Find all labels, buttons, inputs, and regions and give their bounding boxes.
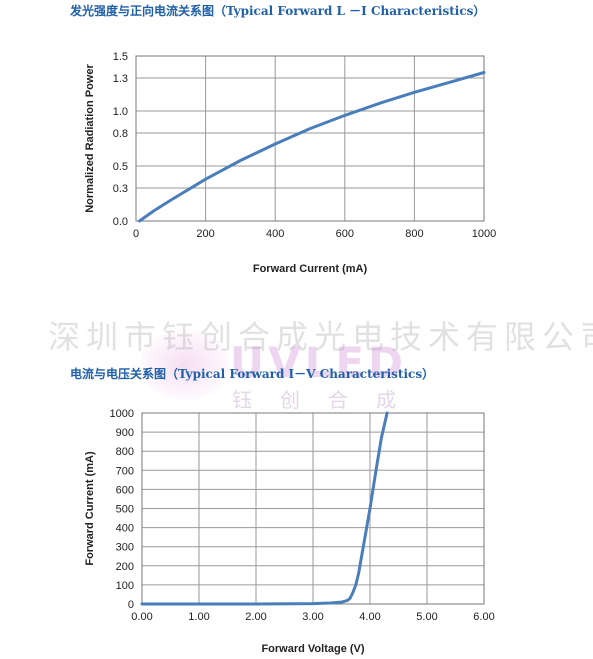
chart-2-ytick-label: 700 — [116, 465, 134, 477]
chart-1-xtick-label: 200 — [196, 228, 214, 240]
chart-2-series-line — [140, 411, 389, 606]
watermark-logo: UVLED — [230, 338, 407, 387]
chart-1-xtick-label: 0 — [133, 228, 139, 240]
chart-2-ytick-label: 0 — [128, 599, 134, 611]
chart-1-ytick-label: 1.5 — [113, 51, 128, 63]
chart-1-ytick-label: 0.5 — [113, 161, 128, 173]
chart-2-xtick-label: 5.00 — [416, 611, 437, 623]
chart-2-xtick-label: 2.00 — [245, 611, 266, 623]
chart-1-xlabel: Forward Current (mA) — [253, 263, 368, 275]
chart-2-xtick-label: 3.00 — [302, 611, 323, 623]
chart-2-ylabel: Forward Current (mA) — [84, 451, 96, 566]
chart-1-xtick-label: 400 — [266, 228, 284, 240]
chart-1-xtick-label: 1000 — [472, 228, 496, 240]
chart-1-ytick-label: 0.3 — [113, 183, 128, 195]
chart-2-ytick-label: 900 — [116, 427, 134, 439]
chart-2-ytick-label: 100 — [116, 580, 134, 592]
chart-2-xlabel: Forward Voltage (V) — [261, 643, 364, 655]
watermark-company: 深圳市钰创合成光电技术有限公司 — [48, 318, 593, 356]
chart-1-ylabel: Normalized Radiation Power — [84, 64, 96, 213]
chart-1-plot-frame — [135, 55, 485, 222]
chart-2-ytick-label: 800 — [116, 446, 134, 458]
chart-2-ytick-label: 200 — [116, 561, 134, 573]
chart-1-xtick-label: 600 — [336, 228, 354, 240]
chart-2-ytick-label: 400 — [116, 523, 134, 535]
chart-1-ytick-label: 1.3 — [113, 73, 128, 85]
chart-2-ytick-label: 300 — [116, 542, 134, 554]
chart-1-ytick-label: 0.8 — [113, 128, 128, 140]
watermark-flower-logo — [140, 330, 230, 400]
chart-2-xtick-label: 1.00 — [188, 611, 209, 623]
chart-1-xtick-label: 800 — [405, 228, 423, 240]
chart-1-ytick-label: 0.0 — [113, 216, 128, 228]
chart-2-xtick-label: 6.00 — [473, 611, 494, 623]
chart-2-title: 电流与电压关系图（Typical Forward I－V Characteris… — [70, 367, 435, 381]
chart-2-xtick-label: 4.00 — [359, 611, 380, 623]
chart-1-series-line — [138, 71, 486, 223]
chart-2-ytick-label: 1000 — [110, 408, 134, 420]
chart-2-xtick-label: 0.00 — [131, 611, 152, 623]
chart-2-ytick-label: 500 — [116, 504, 134, 516]
chart-1-ytick-label: 1.0 — [113, 106, 128, 118]
chart-1-title: 发光强度与正向电流关系图（Typical Forward L －I Charac… — [70, 4, 486, 18]
watermark-sub: 钰创合成 — [232, 388, 424, 412]
chart-2-ytick-label: 600 — [116, 484, 134, 496]
